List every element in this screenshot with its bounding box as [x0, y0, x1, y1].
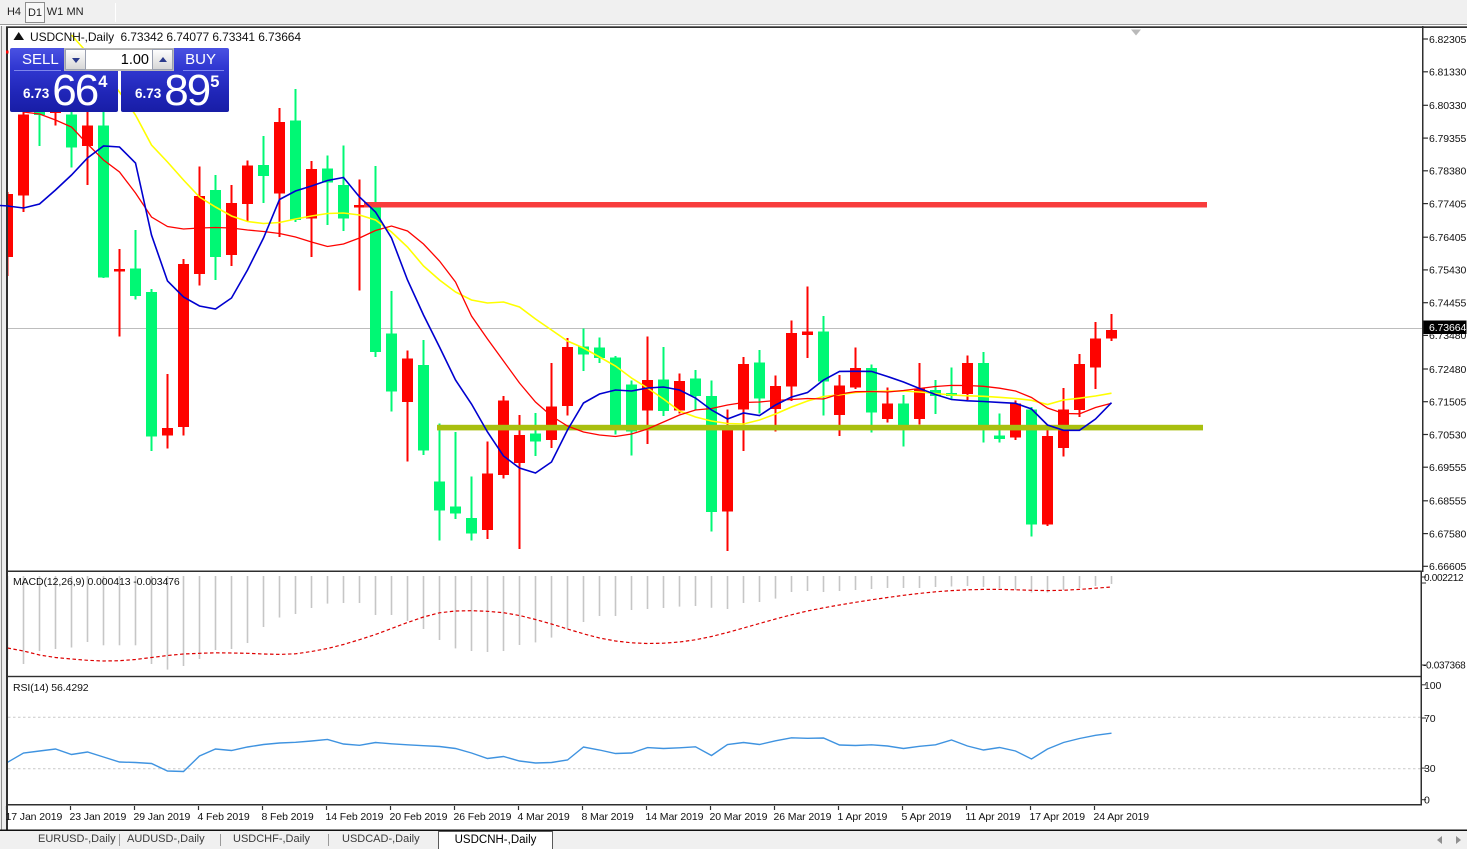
svg-text:30: 30 — [1424, 763, 1436, 775]
svg-text:24 Apr 2019: 24 Apr 2019 — [1094, 811, 1150, 823]
svg-text:6.71505: 6.71505 — [1429, 397, 1467, 409]
svg-text:6.81330: 6.81330 — [1429, 67, 1467, 79]
svg-text:14 Mar 2019: 14 Mar 2019 — [646, 811, 704, 823]
svg-text:17 Jan 2019: 17 Jan 2019 — [6, 811, 63, 823]
svg-text:1 Apr 2019: 1 Apr 2019 — [838, 811, 888, 823]
svg-text:6.74455: 6.74455 — [1429, 298, 1467, 310]
svg-text:6.68555: 6.68555 — [1429, 496, 1467, 508]
svg-text:29 Jan 2019: 29 Jan 2019 — [134, 811, 191, 823]
svg-text:-0.037368: -0.037368 — [1423, 661, 1466, 672]
svg-text:17 Apr 2019: 17 Apr 2019 — [1030, 811, 1086, 823]
svg-text:6.77405: 6.77405 — [1429, 198, 1467, 210]
svg-text:RSI(14) 56.4292: RSI(14) 56.4292 — [13, 682, 89, 694]
svg-text:20 Mar 2019: 20 Mar 2019 — [710, 811, 768, 823]
svg-text:6.75430: 6.75430 — [1429, 265, 1467, 277]
svg-text:6.69555: 6.69555 — [1429, 462, 1467, 474]
svg-text:100: 100 — [1424, 680, 1441, 692]
svg-text:23 Jan 2019: 23 Jan 2019 — [70, 811, 127, 823]
svg-text:6.82305: 6.82305 — [1429, 34, 1467, 46]
svg-text:USDCNH-,Daily 6.73342 6.74077: USDCNH-,Daily 6.73342 6.74077 6.73341 6.… — [30, 30, 301, 44]
svg-text:26 Feb 2019: 26 Feb 2019 — [454, 811, 512, 823]
svg-text:8 Feb 2019: 8 Feb 2019 — [262, 811, 314, 823]
svg-text:6.72480: 6.72480 — [1429, 364, 1467, 376]
svg-text:6.70530: 6.70530 — [1429, 429, 1467, 441]
svg-text:5 Apr 2019: 5 Apr 2019 — [902, 811, 952, 823]
svg-text:4 Feb 2019: 4 Feb 2019 — [198, 811, 250, 823]
svg-text:0: 0 — [1424, 795, 1430, 807]
svg-text:70: 70 — [1424, 713, 1436, 725]
svg-text:6.67580: 6.67580 — [1429, 528, 1467, 540]
svg-text:6.76405: 6.76405 — [1429, 232, 1467, 244]
svg-text:0.002212: 0.002212 — [1424, 573, 1464, 584]
svg-text:8 Mar 2019: 8 Mar 2019 — [582, 811, 634, 823]
svg-text:6.80330: 6.80330 — [1429, 100, 1467, 112]
svg-text:26 Mar 2019: 26 Mar 2019 — [774, 811, 832, 823]
svg-text:MACD(12,26,9) 0.000413 -0.0034: MACD(12,26,9) 0.000413 -0.003476 — [13, 576, 180, 588]
svg-text:6.79355: 6.79355 — [1429, 133, 1467, 145]
svg-text:4 Mar 2019: 4 Mar 2019 — [518, 811, 570, 823]
svg-text:20 Feb 2019: 20 Feb 2019 — [390, 811, 448, 823]
svg-text:14 Feb 2019: 14 Feb 2019 — [326, 811, 384, 823]
svg-text:6.66605: 6.66605 — [1429, 561, 1467, 573]
svg-text:11 Apr 2019: 11 Apr 2019 — [966, 811, 1021, 823]
svg-text:6.73664: 6.73664 — [1429, 322, 1467, 334]
svg-text:6.78380: 6.78380 — [1429, 166, 1467, 178]
